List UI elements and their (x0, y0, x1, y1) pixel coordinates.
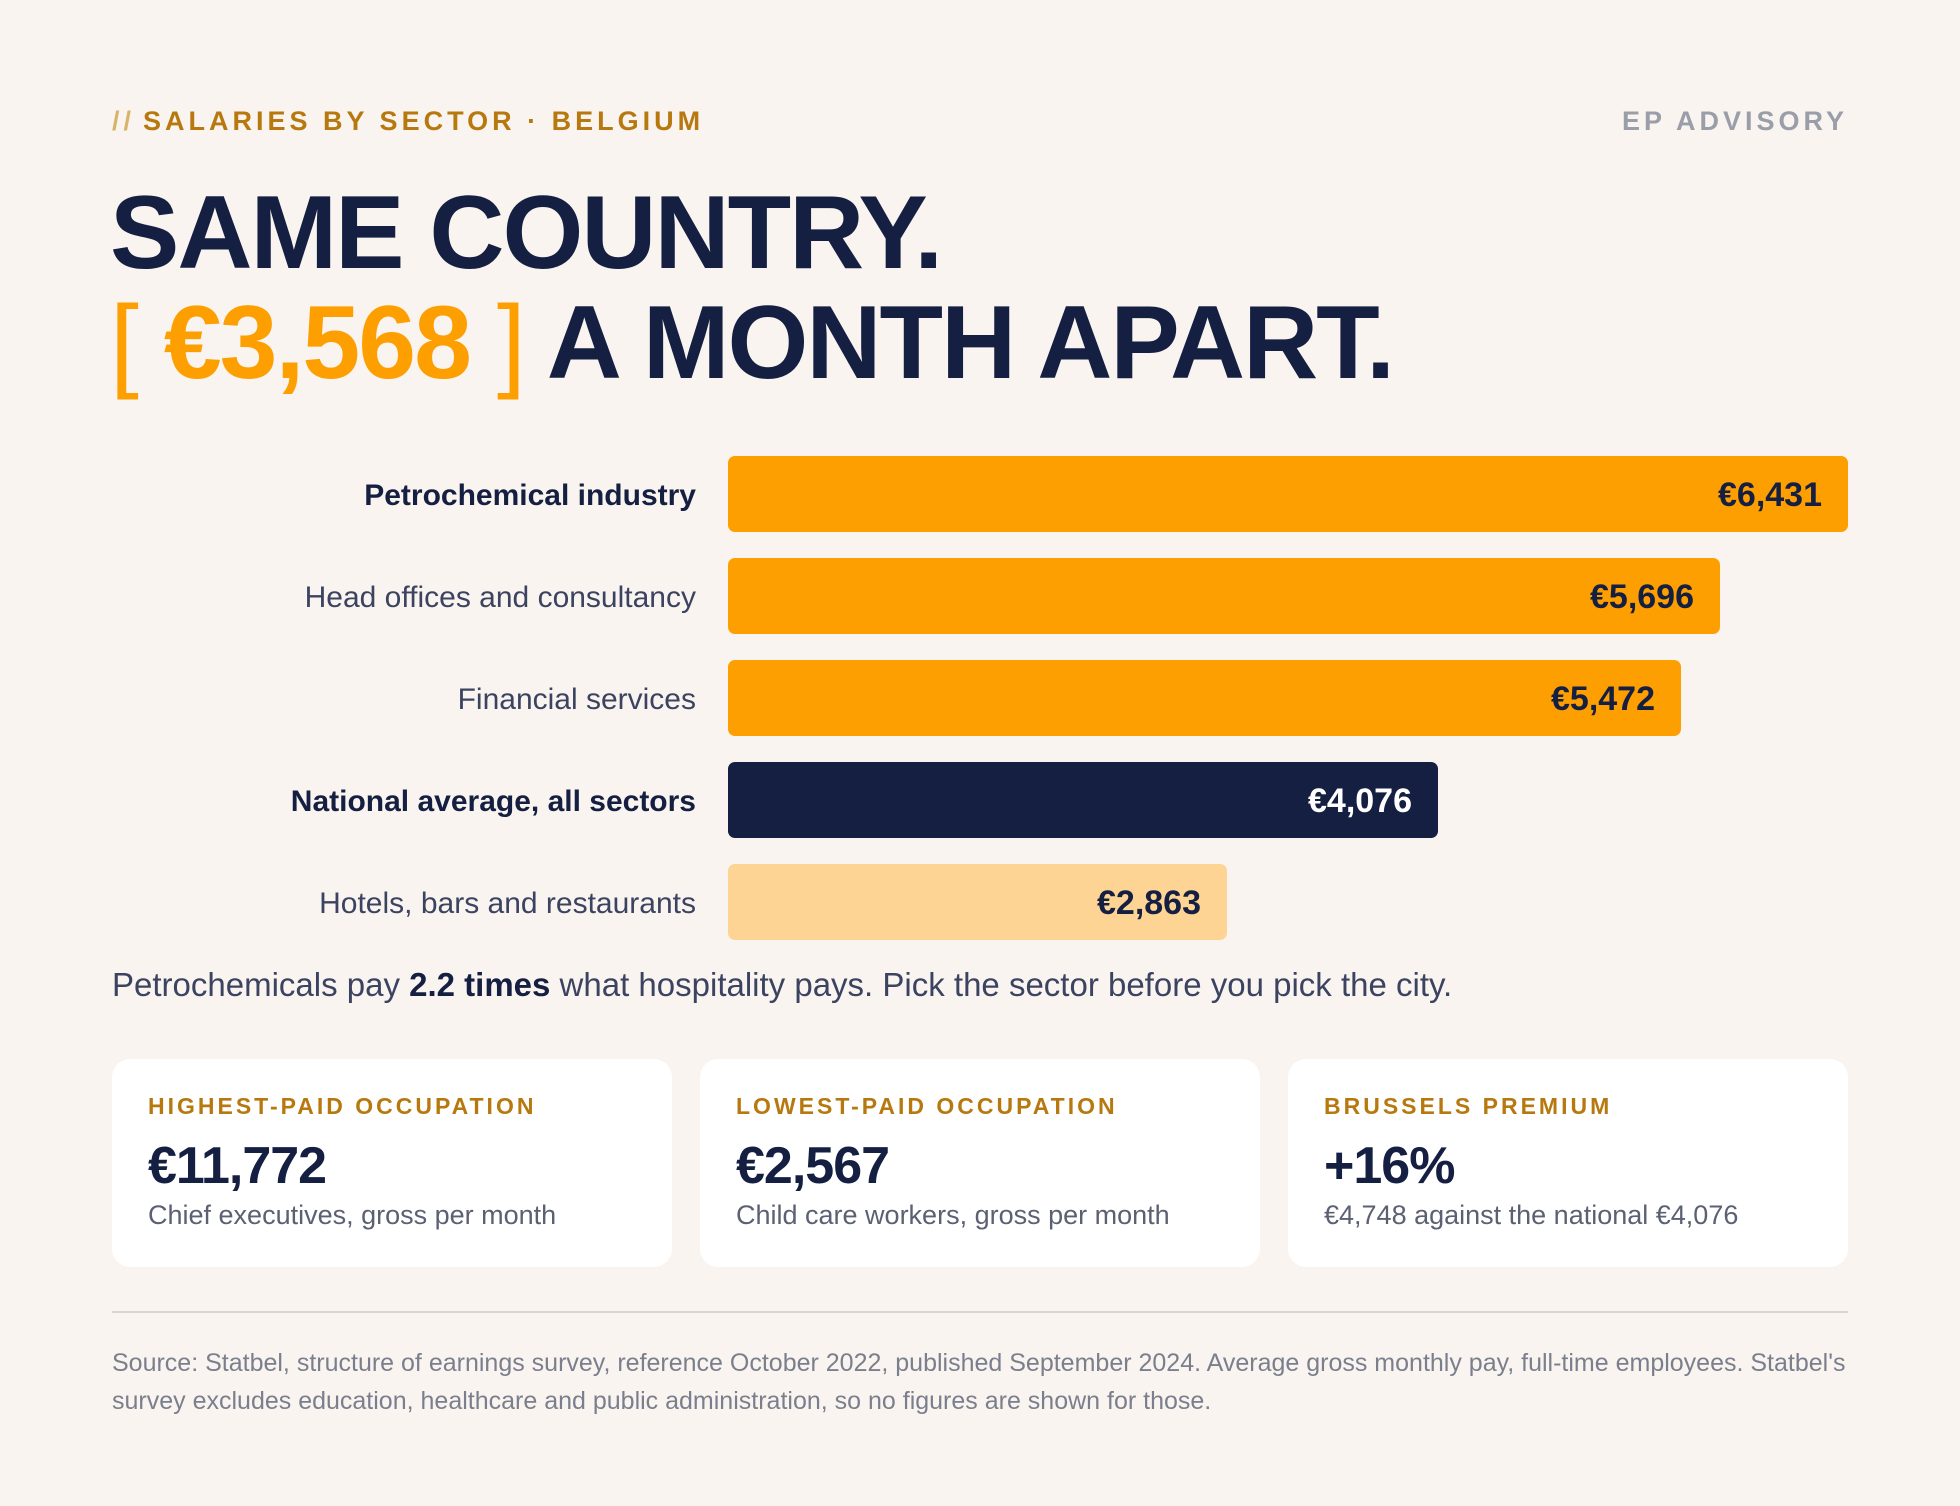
bar-category-label: Hotels, bars and restaurants (319, 887, 696, 920)
stat-cards: HIGHEST-PAID OCCUPATION €11,772 Chief ex… (112, 1059, 1848, 1267)
stat-card-highest: HIGHEST-PAID OCCUPATION €11,772 Chief ex… (112, 1059, 672, 1267)
headline-line2-rest: A MONTH APART. (546, 285, 1395, 401)
headline-line2: [ €3,568 ] A MONTH APART. (110, 285, 1395, 401)
bar (728, 456, 1848, 532)
bar-category-label: Head offices and consultancy (305, 581, 696, 614)
headline-bracket-close: ] (496, 285, 526, 401)
bar-value-label: €4,076 (1308, 782, 1412, 820)
card-subtext: Chief executives, gross per month (148, 1200, 557, 1230)
bar-value-label: €5,472 (1551, 680, 1655, 718)
takeaway-bold: 2.2 times (409, 966, 551, 1003)
stat-card-brussels: BRUSSELS PREMIUM +16% €4,748 against the… (1288, 1059, 1848, 1267)
brand-name: EP ADVISORY (1621, 106, 1848, 136)
stat-card-lowest: LOWEST-PAID OCCUPATION €2,567 Child care… (700, 1059, 1260, 1267)
card-value: +16% (1324, 1137, 1455, 1195)
eyebrow-slashes: // (112, 106, 136, 136)
infographic: //SALARIES BY SECTOR · BELGIUM EP ADVISO… (110, 0, 1848, 1506)
card-kicker: LOWEST-PAID OCCUPATION (736, 1093, 1118, 1119)
bar (728, 660, 1681, 736)
takeaway-text: Petrochemicals pay 2.2 times what hospit… (112, 966, 1452, 1004)
headline-amount: €3,568 (163, 285, 472, 401)
bar-category-label: Financial services (458, 683, 696, 716)
bar (728, 558, 1720, 634)
bar (728, 762, 1438, 838)
card-value: €2,567 (736, 1137, 890, 1195)
headline: SAME COUNTRY. [ €3,568 ] A MONTH APART. (110, 175, 1395, 401)
bar-value-label: €6,431 (1718, 476, 1822, 514)
source-note: Source: Statbel, structure of earnings s… (112, 1349, 1846, 1415)
takeaway-after: what hospitality pays. Pick the sector b… (550, 966, 1453, 1003)
eyebrow-text: SALARIES BY SECTOR · BELGIUM (143, 106, 705, 136)
bar-category-label: Petrochemical industry (364, 479, 696, 512)
eyebrow: //SALARIES BY SECTOR · BELGIUM (112, 106, 704, 137)
salary-bar-chart: Petrochemical industry €6,431 Head offices… (112, 456, 1848, 940)
card-value: €11,772 (148, 1137, 327, 1195)
bar-value-label: €5,696 (1590, 578, 1694, 616)
bar-category-label: National average, all sectors (291, 785, 696, 818)
card-subtext: Child care workers, gross per month (736, 1200, 1170, 1230)
card-kicker: BRUSSELS PREMIUM (1324, 1093, 1613, 1119)
card-subtext: €4,748 against the national €4,076 (1324, 1200, 1739, 1230)
headline-bracket-open: [ (110, 285, 139, 401)
chart-svg: Petrochemical industry €6,431 Head offices… (291, 456, 1848, 940)
bar (728, 864, 1227, 940)
card-kicker: HIGHEST-PAID OCCUPATION (148, 1093, 537, 1119)
divider (112, 1311, 1848, 1313)
takeaway-before: Petrochemicals pay (112, 966, 410, 1003)
headline-line1: SAME COUNTRY. (110, 175, 943, 291)
bar-value-label: €2,863 (1097, 884, 1201, 922)
